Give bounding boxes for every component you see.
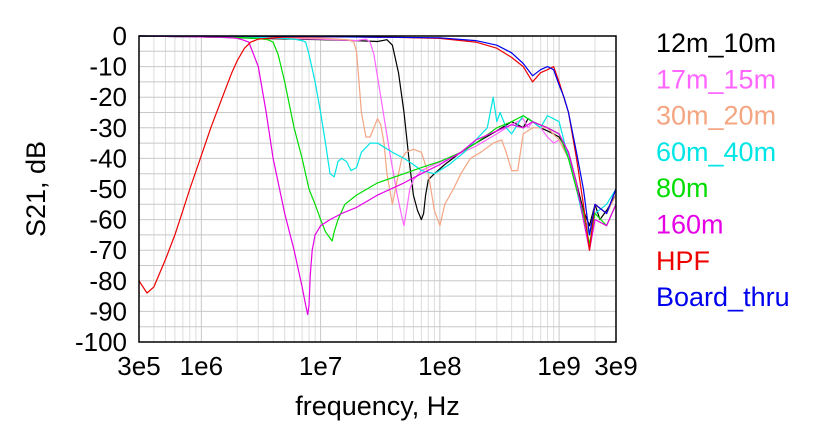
- y-tick-labels: 0-10-20-30-40-50-60-70-80-90-100: [75, 21, 127, 357]
- y-tick-label: -70: [89, 235, 127, 265]
- legend-entry-12m_10m: 12m_10m: [656, 28, 776, 58]
- x-tick-label: 1e9: [537, 351, 580, 381]
- x-tick-labels: 3e5 1e6 1e7 1e8 1e9 3e9: [117, 351, 637, 381]
- y-tick-label: -10: [89, 52, 127, 82]
- x-tick-label: 1e8: [418, 351, 461, 381]
- plot-frame: [138, 35, 617, 343]
- legend: 12m_10m 17m_15m 30m_20m 60m_40m 80m 160m HPF Bo…: [656, 28, 790, 312]
- y-tick-label: -50: [89, 174, 127, 204]
- legend-entry-30m_20m: 30m_20m: [656, 101, 776, 131]
- legend-entry-60m_40m: 60m_40m: [656, 137, 776, 167]
- y-axis-label: S21, dB: [21, 141, 51, 237]
- legend-entry-Board_thru: Board_thru: [656, 282, 790, 312]
- legend-entry-HPF: HPF: [656, 246, 710, 276]
- y-tick-label: -100: [75, 327, 127, 357]
- legend-entry-80m: 80m: [656, 173, 709, 203]
- y-tick-label: -20: [89, 82, 127, 112]
- x-axis-label: frequency, Hz: [295, 391, 460, 421]
- series-line-60m_40m: [138, 35, 617, 236]
- y-tick-label: 0: [113, 21, 127, 51]
- x-tick-label: 3e9: [594, 351, 637, 381]
- series-line-30m_20m: [138, 35, 617, 236]
- y-tick-label: -60: [89, 205, 127, 235]
- y-tick-label: -90: [89, 296, 127, 326]
- legend-entry-160m: 160m: [656, 210, 724, 240]
- x-tick-label: 1e6: [180, 351, 223, 381]
- y-tick-label: -80: [89, 266, 127, 296]
- series-line-80m: [138, 35, 617, 245]
- series-line-160m: [138, 35, 617, 316]
- y-tick-label: -40: [89, 143, 127, 173]
- legend-entry-17m_15m: 17m_15m: [656, 64, 776, 94]
- grid: [139, 36, 616, 342]
- x-tick-label: 1e7: [299, 351, 342, 381]
- x-tick-label: 3e5: [117, 351, 160, 381]
- y-tick-label: -30: [89, 113, 127, 143]
- series-line-Board_thru: [139, 35, 617, 236]
